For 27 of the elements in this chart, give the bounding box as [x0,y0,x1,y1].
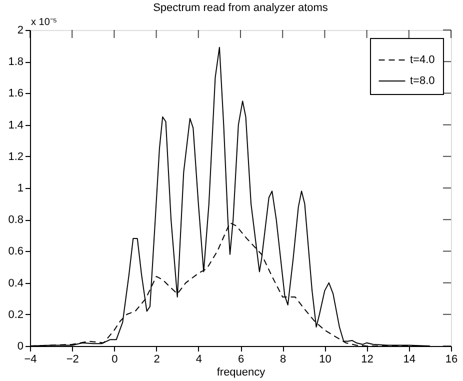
x-tick-label: 0 [112,354,118,366]
y-tick-label: 0 [17,340,24,352]
chart-title: Spectrum read from analyzer atoms [153,2,328,14]
y-tick-label: 1 [17,182,24,194]
x-tick-label: 10 [319,354,332,366]
x-axis-title: frequency [216,366,266,378]
x-tick-label: 14 [403,354,416,366]
legend-label: t=8.0 [410,75,435,87]
y-tick-label: 1.8 [8,56,24,68]
y-tick-label: 1.2 [8,150,24,163]
y-tick-label: 0.6 [8,246,24,258]
x-tick-label: −2 [66,354,79,366]
x-tick-label: 6 [238,354,244,366]
y-tick-label: 2 [17,24,24,36]
x-tick-label: 16 [445,354,458,366]
text: x 10⁻⁵ [31,17,58,28]
y-tick-label: 0.2 [8,308,24,321]
y-tick-label: 0.4 [8,277,24,290]
x-tick-label: 4 [196,354,202,366]
y-tick-label: 1.6 [8,88,24,100]
legend-label: t=4.0 [410,54,435,66]
x-tick-label: 8 [280,354,286,366]
x-tick-label: −4 [24,354,37,366]
y-tick-label: 0.8 [8,214,24,226]
x-tick-label: 12 [361,354,374,366]
x-tick-label: 2 [154,354,160,366]
y-tick-label: 1.4 [8,119,24,132]
